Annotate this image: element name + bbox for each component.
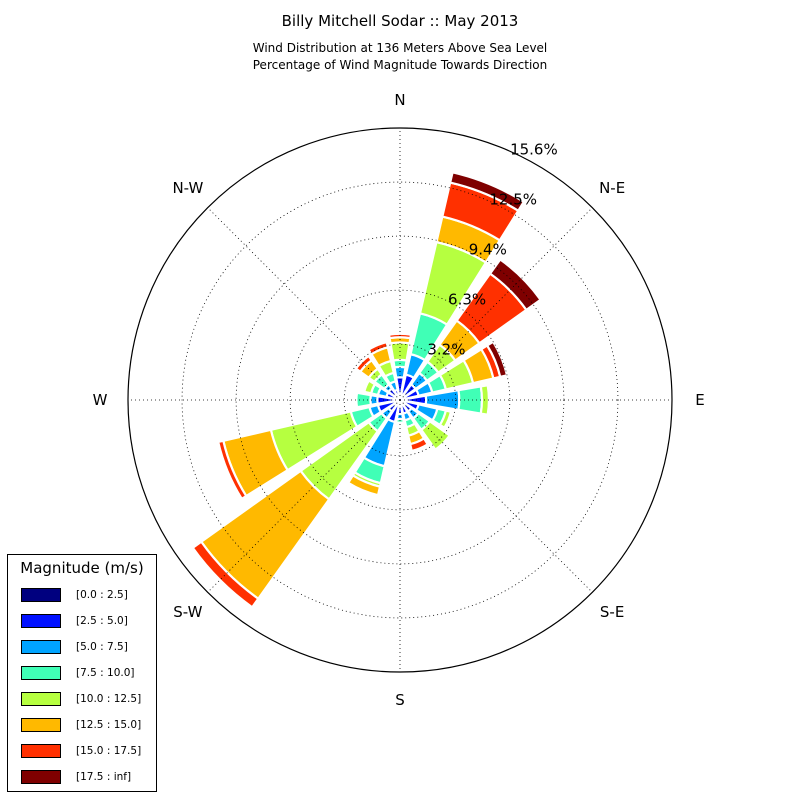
wedge-202.5deg-bin-5 <box>346 473 382 497</box>
legend-label: [12.5 : 15.0] <box>76 719 142 731</box>
windrose-wedges <box>191 171 543 609</box>
chart-subtitle-line-1: Wind Distribution at 136 Meters Above Se… <box>252 41 548 55</box>
grid-ring-2 <box>235 235 565 565</box>
direction-label-n: N <box>394 91 405 109</box>
wedge-112.5deg-bin-4 <box>438 409 453 430</box>
wedge-22.5deg-bin-7 <box>448 171 526 213</box>
wedge-247.5deg-bin-6 <box>216 439 248 501</box>
legend-swatch <box>21 744 61 758</box>
grid-ring-0 <box>343 343 457 457</box>
ring-label-3: 12.5% <box>489 191 537 209</box>
polar-labels: N N-E E S-E S S-W W N-W 3.2% 6.3% 9.4% 12.5% 15.6% <box>93 91 705 709</box>
legend-swatch <box>21 692 61 706</box>
legend-label: [10.0 : 12.5] <box>76 693 142 705</box>
grid-spoke-7 <box>207 207 401 401</box>
wedge-315deg-bin-6 <box>354 354 374 374</box>
grid-ring-3 <box>181 181 619 619</box>
legend-label: [7.5 : 10.0] <box>76 667 135 679</box>
legend-swatch <box>21 666 61 680</box>
wedge-292.5deg-bin-4 <box>363 379 377 395</box>
legend-swatch <box>21 640 61 654</box>
ring-label-0: 3.2% <box>427 340 465 358</box>
grid-spoke-5 <box>207 399 401 593</box>
legend-label: [15.0 : 17.5] <box>76 745 142 757</box>
wedge-225deg-bin-6 <box>191 540 260 609</box>
legend-swatch <box>21 614 61 628</box>
legend-label: [5.0 : 7.5] <box>76 641 128 653</box>
direction-label-s: S <box>395 691 405 709</box>
grid-ring-1 <box>289 289 511 511</box>
wedge-157.5deg-bin-6 <box>408 436 430 453</box>
grid-ring-4 <box>127 127 673 673</box>
wedge-337.5deg-bin-6 <box>367 340 390 356</box>
wedge-90deg-bin-3 <box>457 385 484 415</box>
legend-swatch <box>21 588 61 602</box>
direction-label-s-w: S-W <box>173 603 202 621</box>
direction-label-n-w: N-W <box>172 179 203 197</box>
direction-label-w: W <box>93 391 108 409</box>
ring-label-1: 6.3% <box>448 291 486 309</box>
legend-label: [0.0 : 2.5] <box>76 589 128 601</box>
grid-spoke-3 <box>399 399 593 593</box>
ring-label-4: 15.6% <box>510 141 558 159</box>
chart-title: Billy Mitchell Sodar :: May 2013 <box>281 12 519 30</box>
ring-label-2: 9.4% <box>469 241 507 259</box>
chart-subtitle-line-2: Percentage of Wind Magnitude Towards Dir… <box>252 58 548 72</box>
polar-grid <box>127 127 673 673</box>
direction-label-e: E <box>695 391 704 409</box>
legend-swatch <box>21 770 61 784</box>
legend-swatch <box>21 718 61 732</box>
legend-label: [2.5 : 5.0] <box>76 615 128 627</box>
wedge-45deg-bin-7 <box>488 257 543 312</box>
direction-label-n-e: N-E <box>599 179 625 197</box>
direction-label-s-e: S-E <box>600 603 624 621</box>
legend-title: Magnitude (m/s) <box>20 559 144 577</box>
grid-spoke-1 <box>399 207 593 401</box>
legend-label: [17.5 : inf] <box>76 771 132 783</box>
legend: Magnitude (m/s) [0.0 : 2.5] [2.5 : 5.0] [5… <box>7 554 157 792</box>
wedge-0deg-bin-2 <box>393 365 407 379</box>
